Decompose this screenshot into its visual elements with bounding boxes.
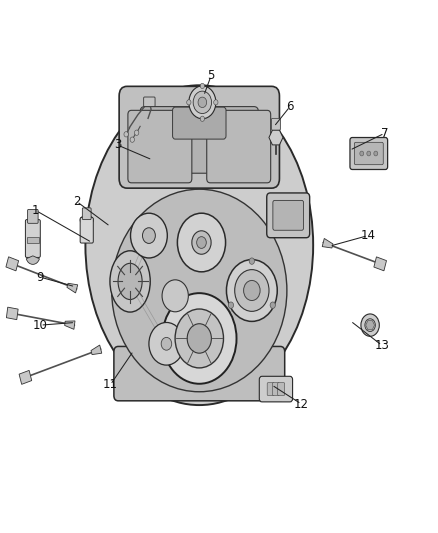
FancyBboxPatch shape bbox=[128, 110, 192, 183]
FancyBboxPatch shape bbox=[119, 86, 279, 188]
Text: 12: 12 bbox=[294, 398, 309, 410]
Ellipse shape bbox=[134, 130, 139, 135]
Ellipse shape bbox=[110, 251, 150, 312]
Ellipse shape bbox=[187, 100, 191, 105]
FancyBboxPatch shape bbox=[272, 383, 279, 395]
Ellipse shape bbox=[124, 132, 128, 137]
Ellipse shape bbox=[193, 91, 212, 114]
Wedge shape bbox=[26, 256, 39, 264]
Text: 13: 13 bbox=[374, 339, 389, 352]
Ellipse shape bbox=[244, 280, 260, 301]
FancyBboxPatch shape bbox=[272, 118, 280, 130]
FancyBboxPatch shape bbox=[80, 217, 93, 243]
Ellipse shape bbox=[235, 270, 269, 311]
Ellipse shape bbox=[192, 231, 211, 254]
Text: 2: 2 bbox=[73, 195, 81, 208]
FancyBboxPatch shape bbox=[114, 346, 285, 401]
FancyBboxPatch shape bbox=[27, 237, 39, 243]
Ellipse shape bbox=[142, 228, 155, 244]
Ellipse shape bbox=[365, 319, 375, 332]
Ellipse shape bbox=[118, 263, 142, 300]
FancyBboxPatch shape bbox=[350, 138, 388, 169]
Ellipse shape bbox=[187, 324, 212, 353]
Ellipse shape bbox=[226, 260, 277, 321]
Ellipse shape bbox=[214, 100, 218, 105]
Ellipse shape bbox=[130, 137, 134, 142]
Ellipse shape bbox=[189, 86, 216, 119]
Polygon shape bbox=[65, 321, 75, 329]
FancyBboxPatch shape bbox=[173, 107, 226, 139]
Ellipse shape bbox=[200, 116, 205, 122]
Text: 7: 7 bbox=[381, 127, 389, 140]
Polygon shape bbox=[6, 257, 18, 271]
Text: 1: 1 bbox=[32, 204, 40, 217]
Polygon shape bbox=[19, 370, 32, 384]
Ellipse shape bbox=[270, 302, 276, 309]
Ellipse shape bbox=[360, 151, 364, 156]
FancyBboxPatch shape bbox=[267, 383, 274, 395]
Polygon shape bbox=[7, 307, 18, 320]
Polygon shape bbox=[374, 257, 386, 271]
Ellipse shape bbox=[367, 151, 371, 156]
Ellipse shape bbox=[361, 314, 379, 336]
Polygon shape bbox=[67, 283, 78, 293]
Ellipse shape bbox=[85, 85, 313, 405]
FancyBboxPatch shape bbox=[259, 376, 293, 402]
Polygon shape bbox=[322, 238, 333, 248]
Text: 3: 3 bbox=[114, 139, 121, 151]
Ellipse shape bbox=[177, 213, 226, 272]
Text: 14: 14 bbox=[360, 229, 375, 242]
Polygon shape bbox=[366, 320, 374, 330]
FancyBboxPatch shape bbox=[140, 107, 258, 173]
Ellipse shape bbox=[149, 322, 184, 365]
Ellipse shape bbox=[175, 309, 223, 368]
FancyBboxPatch shape bbox=[354, 142, 383, 165]
FancyBboxPatch shape bbox=[278, 383, 285, 395]
Ellipse shape bbox=[200, 83, 205, 88]
Ellipse shape bbox=[161, 337, 172, 350]
Text: 11: 11 bbox=[103, 378, 118, 391]
FancyBboxPatch shape bbox=[25, 220, 40, 257]
FancyBboxPatch shape bbox=[82, 208, 91, 220]
FancyBboxPatch shape bbox=[28, 209, 38, 223]
Text: 9: 9 bbox=[36, 271, 44, 284]
Ellipse shape bbox=[374, 151, 378, 156]
Ellipse shape bbox=[162, 293, 237, 384]
Text: 6: 6 bbox=[286, 100, 294, 113]
FancyBboxPatch shape bbox=[144, 97, 155, 107]
Ellipse shape bbox=[112, 189, 287, 392]
Ellipse shape bbox=[249, 258, 254, 264]
Text: 10: 10 bbox=[33, 319, 48, 332]
Ellipse shape bbox=[228, 302, 233, 309]
FancyBboxPatch shape bbox=[207, 110, 271, 183]
Polygon shape bbox=[91, 345, 102, 354]
Ellipse shape bbox=[131, 213, 167, 258]
FancyBboxPatch shape bbox=[267, 193, 310, 238]
Ellipse shape bbox=[198, 97, 207, 108]
FancyBboxPatch shape bbox=[273, 200, 304, 230]
Ellipse shape bbox=[162, 280, 188, 312]
Text: 5: 5 bbox=[208, 69, 215, 82]
Ellipse shape bbox=[197, 237, 206, 248]
Ellipse shape bbox=[80, 215, 93, 225]
Polygon shape bbox=[269, 130, 283, 145]
